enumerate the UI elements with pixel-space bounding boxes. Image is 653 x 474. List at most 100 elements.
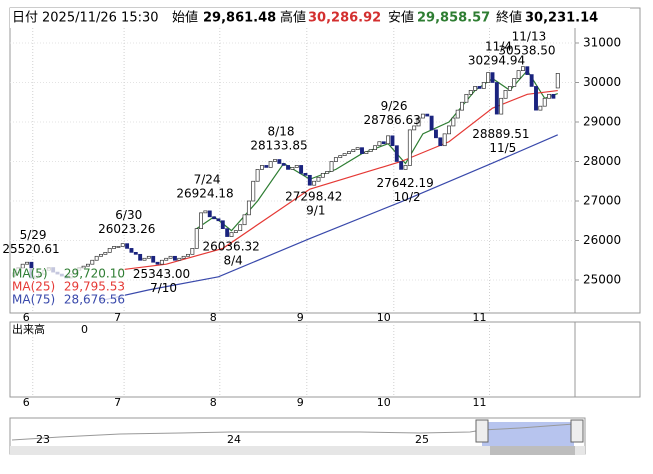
annotation-date: 8/4 bbox=[223, 254, 242, 268]
legend-value: 29,795.53 bbox=[64, 280, 125, 294]
legend-value: 29,720.10 bbox=[64, 267, 125, 281]
candle bbox=[351, 149, 356, 152]
candle bbox=[355, 147, 360, 150]
candle bbox=[207, 210, 212, 218]
header: 日付 2025/11/26 15:30 始値 29,861.48 高値 30,2… bbox=[10, 8, 630, 28]
navigator-label: 24 bbox=[227, 433, 241, 446]
annotation-value: 27642.19 bbox=[377, 176, 434, 190]
candle bbox=[164, 257, 169, 261]
candle bbox=[516, 70, 521, 79]
volume-frame bbox=[9, 321, 641, 398]
candle bbox=[251, 180, 256, 202]
candle bbox=[390, 135, 395, 147]
candle bbox=[525, 66, 530, 75]
legend-name: MA(75) bbox=[12, 293, 55, 307]
candle bbox=[168, 255, 173, 259]
candle bbox=[116, 246, 121, 248]
candle bbox=[255, 169, 260, 182]
candle bbox=[246, 200, 251, 216]
annotation-date: 11/5 bbox=[489, 141, 516, 155]
y-tick-label: 29000 bbox=[583, 114, 621, 128]
annotation-value: 27298.42 bbox=[285, 190, 342, 204]
candle bbox=[212, 216, 217, 220]
candle bbox=[181, 255, 186, 259]
candle bbox=[303, 172, 308, 176]
candle bbox=[294, 165, 299, 168]
candle bbox=[460, 101, 465, 111]
candle bbox=[264, 165, 269, 168]
candle bbox=[534, 86, 538, 111]
navigator-handle-right[interactable] bbox=[570, 419, 584, 443]
annotation-value: 28133.85 bbox=[250, 139, 307, 153]
high-value: 30,286.92 bbox=[308, 11, 381, 26]
candle bbox=[225, 228, 230, 237]
y-tick-label: 27000 bbox=[583, 193, 621, 207]
annotation-date: 11/4 bbox=[485, 39, 512, 53]
candle bbox=[447, 125, 451, 135]
annotation-date: 7/10 bbox=[150, 281, 177, 295]
candle bbox=[151, 255, 156, 263]
scrollbar-thumb[interactable] bbox=[490, 446, 575, 455]
candle bbox=[438, 137, 443, 147]
candle bbox=[547, 93, 552, 99]
volume-value: 0 bbox=[81, 323, 88, 336]
candle bbox=[412, 125, 417, 131]
candle bbox=[555, 73, 560, 89]
annotation-value: 26023.26 bbox=[98, 222, 155, 236]
navigator-handle-left[interactable] bbox=[475, 419, 489, 443]
ma-line bbox=[118, 89, 558, 271]
candle bbox=[468, 90, 473, 95]
candle bbox=[138, 253, 143, 261]
candle bbox=[268, 161, 273, 168]
annotation-value: 26036.32 bbox=[203, 240, 260, 254]
annotation-value: 28786.63 bbox=[363, 113, 420, 127]
candle bbox=[477, 86, 482, 89]
legend-bg bbox=[11, 268, 125, 281]
candle bbox=[142, 257, 147, 261]
annotation-date: 10/2 bbox=[394, 190, 421, 204]
annotation-value: 26924.18 bbox=[176, 186, 233, 200]
candle bbox=[373, 145, 378, 150]
candle bbox=[507, 86, 512, 91]
navigator-label: 25 bbox=[415, 433, 429, 446]
x-tick-label: 9 bbox=[297, 311, 304, 324]
candle bbox=[125, 243, 130, 249]
candle bbox=[299, 165, 304, 174]
candle bbox=[233, 230, 238, 233]
candle bbox=[85, 263, 90, 267]
close-label: 終値 bbox=[496, 10, 522, 26]
annotation-value: 28889.51 bbox=[472, 127, 529, 141]
candle bbox=[347, 151, 351, 154]
candle bbox=[451, 117, 456, 127]
annotation-date: 8/18 bbox=[268, 125, 295, 139]
y-tick-label: 28000 bbox=[583, 154, 621, 168]
x-tick-label: 6 bbox=[23, 311, 30, 324]
candle bbox=[177, 257, 182, 261]
candle bbox=[190, 248, 195, 255]
candle bbox=[312, 180, 317, 186]
candle bbox=[512, 78, 517, 87]
candle bbox=[112, 246, 116, 249]
candle bbox=[481, 82, 486, 89]
candle bbox=[494, 82, 499, 115]
candle bbox=[338, 155, 343, 158]
candle bbox=[455, 109, 460, 119]
candle bbox=[425, 113, 430, 117]
navigator-selection[interactable] bbox=[482, 422, 574, 450]
candle bbox=[434, 129, 438, 139]
candle bbox=[220, 220, 225, 229]
legend-value: 28,676.56 bbox=[64, 293, 125, 307]
annotation-date: 9/1 bbox=[306, 204, 325, 218]
datetime: 2025/11/26 15:30 bbox=[42, 11, 159, 26]
legend-name: MA(25) bbox=[12, 280, 55, 294]
candle bbox=[133, 252, 138, 255]
candle bbox=[103, 252, 108, 255]
candle bbox=[90, 259, 95, 265]
candle bbox=[381, 141, 386, 145]
candle bbox=[229, 232, 234, 237]
close-value: 30,231.14 bbox=[525, 11, 598, 26]
candle bbox=[342, 153, 347, 156]
